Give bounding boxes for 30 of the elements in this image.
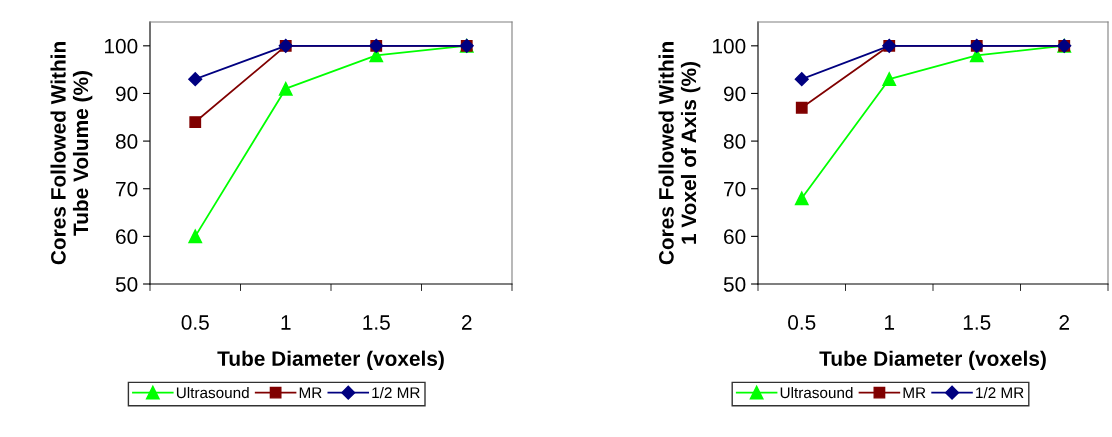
y-axis-title: Cores Followed Within Tube Volume (%): [50, 42, 93, 265]
y-tick-label: 60: [116, 229, 138, 245]
x-axis-title: Tube Diameter (voxels): [217, 350, 444, 371]
y-tick-label: 70: [724, 181, 746, 197]
x-tick-label: 1: [281, 315, 291, 330]
x-tick-label: 2: [1059, 315, 1069, 330]
x-tick-label: 1.5: [963, 315, 991, 330]
y-tick-label: 50: [115, 277, 138, 292]
legend-label: Ultrasound: [176, 386, 249, 399]
legend-label: MR: [903, 387, 926, 398]
y-tick-label: 90: [724, 86, 746, 102]
y-tick-label: 70: [116, 181, 138, 197]
y-tick-label: 80: [723, 134, 746, 149]
legend-label: Ultrasound: [780, 386, 853, 399]
y-tick-label: 80: [115, 134, 138, 149]
y-axis-title: Cores Followed Within 1 Voxel of Axis (%): [658, 42, 701, 265]
y-tick-label: 90: [116, 86, 138, 102]
x-tick-label: 0.5: [788, 315, 816, 330]
y-tick-label: 50: [723, 277, 746, 292]
x-axis-title: Tube Diameter (voxels): [819, 350, 1046, 371]
x-tick-label: 1: [885, 315, 895, 330]
legend-label: 1/2 MR: [976, 386, 1024, 399]
x-tick-label: 2: [462, 315, 472, 330]
y-tick-label: 60: [724, 229, 746, 245]
x-tick-label: 0.5: [181, 315, 209, 330]
x-tick-label: 1.5: [363, 315, 390, 330]
legend-label: 1/2 MR: [372, 386, 420, 399]
legend-label: MR: [299, 387, 322, 398]
y-tick-label: 100: [105, 38, 138, 54]
y-tick-label: 100: [713, 38, 746, 54]
